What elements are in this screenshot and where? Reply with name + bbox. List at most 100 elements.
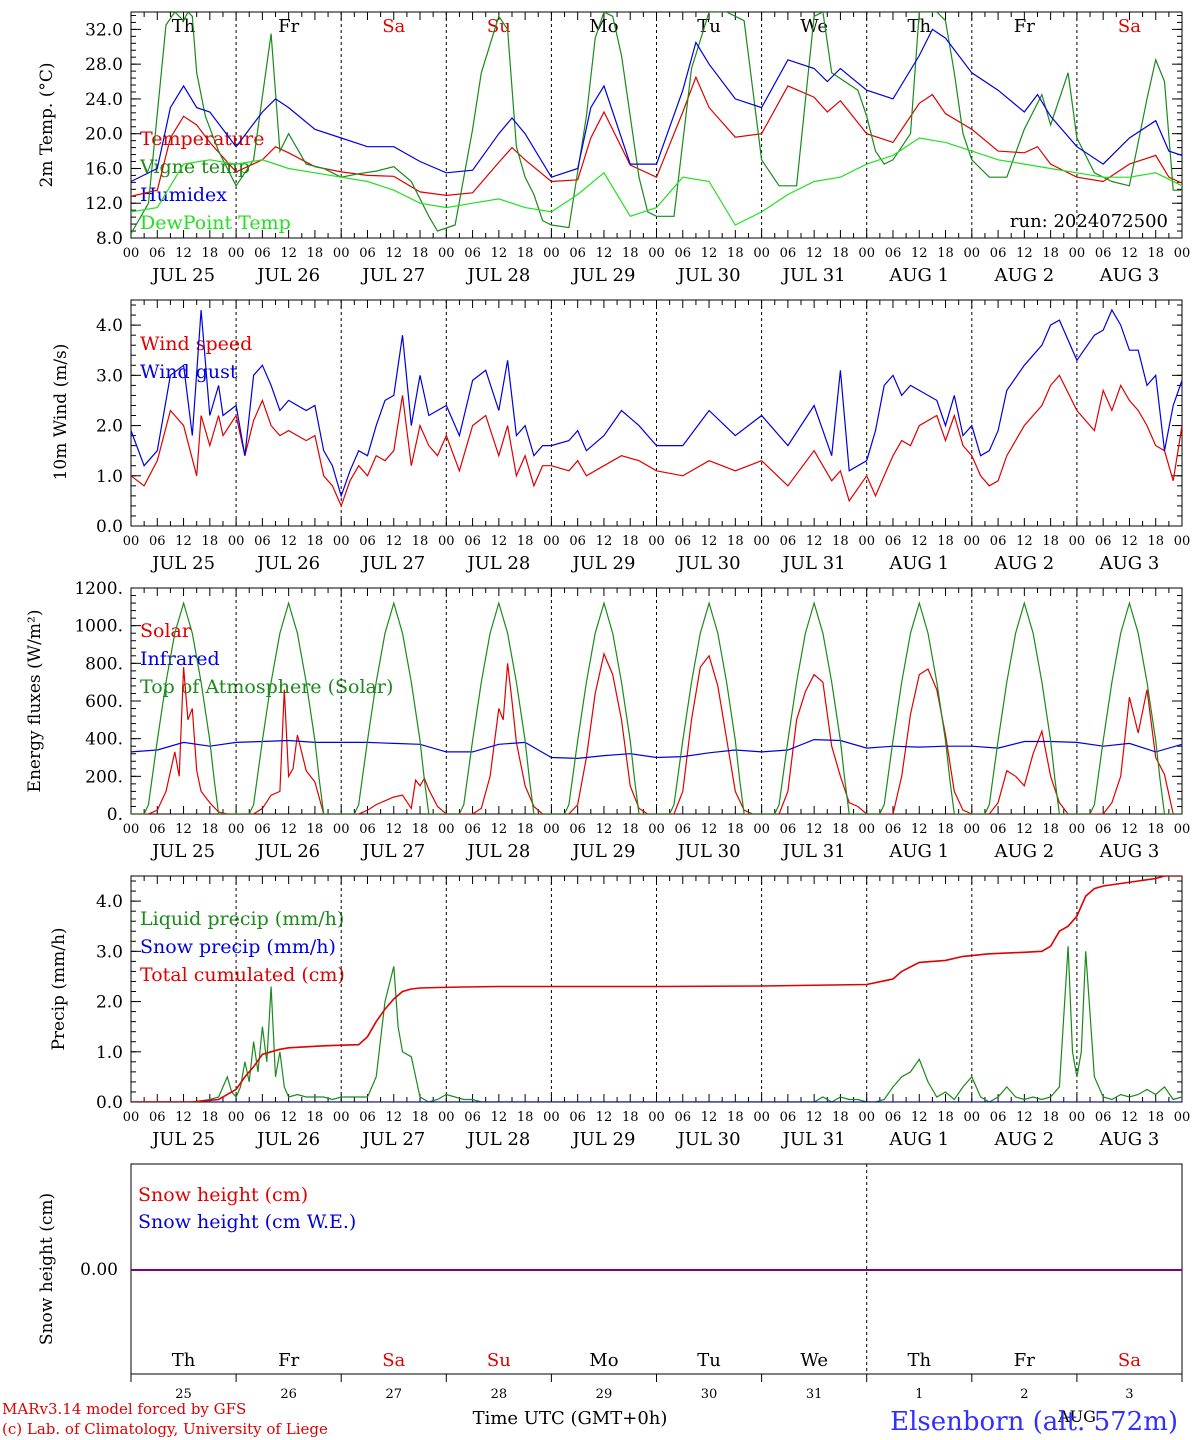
hour-tick-label: 06 — [149, 246, 166, 261]
hour-tick-label: 18 — [937, 534, 954, 549]
hour-tick-label: 12 — [175, 534, 192, 549]
hour-tick-label: 06 — [885, 1110, 902, 1125]
y-tick-label: 8.0 — [96, 229, 123, 249]
hour-tick-label: 12 — [806, 246, 823, 261]
y-tick-label: 400. — [85, 730, 123, 750]
y-tick-label: 2.0 — [96, 993, 123, 1013]
snow-y-tick: 0.00 — [80, 1260, 118, 1280]
date-label: JUL 26 — [255, 265, 320, 286]
hour-tick-label: 12 — [175, 246, 192, 261]
day-name-bottom: We — [800, 1350, 828, 1371]
series-line-vigne-temp — [131, 12, 1182, 234]
hour-tick-label: 06 — [780, 822, 797, 837]
hour-tick-label: 18 — [307, 534, 324, 549]
date-label: AUG 3 — [1099, 265, 1160, 286]
date-label: AUG 2 — [993, 553, 1054, 574]
y-tick-label: 600. — [85, 692, 123, 712]
hour-tick-label: 18 — [1147, 1110, 1164, 1125]
date-label: AUG 2 — [993, 1129, 1054, 1150]
hour-tick-label: 00 — [333, 822, 350, 837]
legend-entry: Wind speed — [140, 333, 252, 355]
hour-tick-label: 18 — [1147, 822, 1164, 837]
wind-y-label: 10m Wind (m/s) — [51, 344, 71, 481]
hour-tick-label: 12 — [1121, 534, 1138, 549]
day-name-bottom: Sa — [382, 1350, 405, 1371]
hour-tick-label: 06 — [885, 534, 902, 549]
hour-tick-label: 06 — [149, 1110, 166, 1125]
day-number: 26 — [280, 1387, 297, 1402]
day-name-bottom: Fr — [1014, 1350, 1035, 1371]
hour-tick-label: 18 — [307, 1110, 324, 1125]
y-tick-label: 0. — [107, 805, 123, 825]
hour-tick-label: 00 — [1069, 246, 1086, 261]
hour-tick-label: 12 — [701, 822, 718, 837]
hour-tick-label: 06 — [254, 246, 271, 261]
y-tick-label: 3.0 — [96, 942, 123, 962]
day-number: 2 — [1020, 1387, 1028, 1402]
hour-tick-label: 18 — [937, 822, 954, 837]
hour-tick-label: 12 — [1016, 534, 1033, 549]
day-name-bottom: Fr — [278, 1350, 299, 1371]
date-label: JUL 25 — [150, 265, 215, 286]
hour-tick-label: 06 — [359, 246, 376, 261]
date-label: JUL 30 — [676, 841, 741, 862]
hour-tick-label: 00 — [333, 1110, 350, 1125]
y-tick-label: 32.0 — [85, 20, 123, 40]
legend-entry: Top of Atmosphere (Solar) — [140, 676, 393, 698]
date-label: AUG 1 — [888, 265, 949, 286]
hour-tick-label: 00 — [543, 1110, 560, 1125]
hour-tick-label: 00 — [333, 246, 350, 261]
run-label: run: 2024072500 — [1010, 211, 1168, 232]
month-label-bottom: AUG — [1057, 1407, 1096, 1426]
hour-tick-label: 06 — [990, 246, 1007, 261]
date-label: JUL 28 — [465, 553, 530, 574]
hour-tick-label: 12 — [175, 1110, 192, 1125]
hour-tick-label: 12 — [911, 1110, 928, 1125]
day-name-bottom: Th — [907, 1350, 931, 1371]
day-number: 3 — [1125, 1387, 1133, 1402]
hour-tick-label: 06 — [1095, 822, 1112, 837]
legend-entry: Snow height (cm) — [138, 1184, 308, 1206]
hour-tick-label: 18 — [202, 246, 219, 261]
hour-tick-label: 06 — [359, 822, 376, 837]
x-axis-title: Time UTC (GMT+0h) — [473, 1408, 668, 1429]
day-number: 25 — [175, 1387, 192, 1402]
hour-tick-label: 06 — [990, 1110, 1007, 1125]
hour-tick-label: 12 — [701, 534, 718, 549]
hour-tick-label: 00 — [648, 246, 665, 261]
legend-entry: DewPoint Temp — [140, 212, 291, 234]
hour-tick-label: 18 — [727, 534, 744, 549]
date-label: AUG 1 — [888, 841, 949, 862]
hour-tick-label: 06 — [1095, 534, 1112, 549]
temperature-y-label: 2m Temp. (°C) — [37, 62, 57, 187]
hour-tick-label: 00 — [228, 1110, 245, 1125]
y-tick-label: 1000. — [74, 617, 123, 637]
hour-tick-label: 00 — [228, 534, 245, 549]
hour-tick-label: 12 — [491, 534, 508, 549]
hour-tick-label: 06 — [149, 534, 166, 549]
legend-entry: Solar — [140, 620, 192, 642]
hour-tick-label: 00 — [438, 534, 455, 549]
hour-tick-label: 12 — [1016, 246, 1033, 261]
hour-tick-label: 06 — [149, 822, 166, 837]
hour-tick-label: 18 — [202, 534, 219, 549]
hour-tick-label: 12 — [806, 822, 823, 837]
hour-tick-label: 18 — [307, 246, 324, 261]
y-tick-label: 1.0 — [96, 1043, 123, 1063]
hour-tick-label: 06 — [464, 1110, 481, 1125]
date-label: JUL 31 — [781, 265, 846, 286]
hour-tick-label: 12 — [596, 1110, 613, 1125]
hour-tick-label: 00 — [753, 246, 770, 261]
hour-tick-label: 06 — [675, 246, 692, 261]
hour-tick-label: 18 — [517, 1110, 534, 1125]
date-label: JUL 31 — [781, 841, 846, 862]
hour-tick-label: 06 — [1095, 246, 1112, 261]
hour-tick-label: 06 — [569, 246, 586, 261]
hour-tick-label: 18 — [202, 822, 219, 837]
hour-tick-label: 12 — [280, 822, 297, 837]
date-label: JUL 25 — [150, 841, 215, 862]
hour-tick-label: 06 — [780, 534, 797, 549]
day-name-bottom: Su — [487, 1350, 511, 1371]
series-line-humidex — [131, 28, 1182, 183]
